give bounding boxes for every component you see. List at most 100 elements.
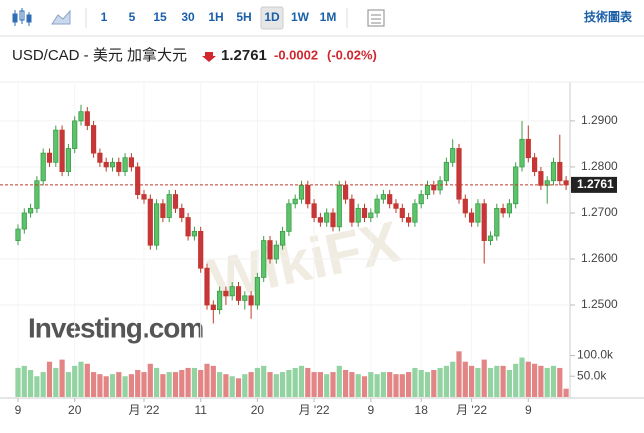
- candle-body: [456, 148, 462, 200]
- volume-bar: [563, 388, 569, 397]
- volume-bar: [557, 367, 563, 397]
- candle-body: [557, 161, 563, 182]
- candle-body: [387, 194, 393, 205]
- candle-body: [235, 286, 242, 301]
- candle-body: [355, 207, 361, 223]
- interval-button[interactable]: 1M: [320, 10, 337, 24]
- interval-button[interactable]: 5H: [236, 10, 251, 24]
- candle-body: [431, 184, 437, 191]
- volume-bar: [109, 374, 116, 397]
- volume-bar: [443, 365, 449, 397]
- volume-bar: [475, 367, 481, 397]
- candle-body: [298, 184, 305, 200]
- candle-body: [273, 244, 279, 260]
- interval-button[interactable]: 1W: [291, 10, 310, 24]
- interval-button[interactable]: 1: [101, 10, 108, 24]
- settings-icon[interactable]: [367, 9, 385, 27]
- interval-button[interactable]: 1D: [264, 10, 280, 24]
- x-tick-label: 月 '22: [129, 403, 160, 417]
- candle-body: [494, 207, 500, 237]
- volume-bar: [305, 367, 311, 397]
- volume-bar: [324, 374, 330, 397]
- volume-bar: [217, 372, 223, 397]
- volume-bar: [34, 376, 40, 397]
- candle-body: [374, 198, 380, 214]
- volume-bar: [317, 372, 323, 397]
- volume-bar: [311, 372, 317, 397]
- candle-body: [97, 152, 103, 163]
- candle-body: [204, 267, 210, 306]
- interval-button[interactable]: 15: [153, 10, 167, 24]
- volume-bar: [172, 372, 179, 397]
- volume-bar: [235, 378, 242, 397]
- x-tick-label: 11: [194, 403, 207, 417]
- volume-bar: [59, 359, 65, 397]
- candle-body: [317, 217, 324, 223]
- x-tick-label: 月 '22: [299, 403, 330, 417]
- technical-chart-link[interactable]: 技術圖表: [584, 9, 633, 24]
- volume-bar: [525, 361, 531, 397]
- volume-bar: [65, 372, 71, 397]
- candle-body: [248, 295, 254, 306]
- volume-bar: [298, 365, 305, 397]
- candle-body: [223, 290, 229, 297]
- candle-body: [210, 304, 216, 311]
- candle-body: [40, 152, 46, 182]
- area-icon[interactable]: [51, 9, 71, 25]
- volume-bar: [550, 365, 557, 397]
- price-change-pct: (-0.02%): [327, 47, 377, 62]
- volume-bar: [544, 367, 550, 397]
- volume-bar: [506, 370, 512, 397]
- volume-bar: [91, 372, 97, 397]
- volume-bar: [280, 372, 286, 397]
- volume-bar: [330, 372, 336, 397]
- volume-bar: [292, 367, 298, 397]
- y-tick-label: 1.2800: [581, 159, 618, 173]
- volume-bar: [254, 367, 260, 397]
- candle-body: [128, 157, 134, 168]
- candle-body: [84, 111, 90, 126]
- candle-body: [160, 203, 166, 218]
- volume-bar: [437, 367, 443, 397]
- candle-body: [500, 207, 506, 214]
- candle-body: [216, 290, 223, 311]
- interval-button[interactable]: 30: [181, 10, 195, 24]
- candle-body: [53, 129, 59, 163]
- candle-body: [103, 161, 109, 168]
- volume-bar: [494, 365, 500, 397]
- volume-bar: [78, 361, 84, 397]
- interval-button[interactable]: 1H: [208, 10, 223, 24]
- candle-body: [393, 203, 399, 209]
- volume-bar: [154, 367, 160, 397]
- volume-bar: [166, 372, 172, 397]
- volume-bar: [223, 374, 229, 397]
- candle-icon[interactable]: [12, 8, 32, 26]
- candle-body: [59, 129, 65, 172]
- volume-bar: [349, 372, 355, 397]
- candle-body: [46, 152, 53, 163]
- candle-body: [27, 207, 34, 214]
- candle-body: [525, 138, 531, 159]
- volume-bar: [456, 351, 462, 397]
- volume-bar: [21, 365, 27, 397]
- volume-bar: [122, 376, 128, 397]
- volume-bar: [229, 376, 235, 397]
- volume-bar: [336, 365, 342, 397]
- interval-button[interactable]: 5: [129, 10, 136, 24]
- volume-bar: [267, 372, 273, 397]
- candle-body: [475, 203, 481, 223]
- volume-bar: [204, 363, 210, 397]
- volume-bar: [462, 361, 468, 397]
- volume-bar: [424, 372, 431, 397]
- volume-bar: [128, 374, 134, 397]
- toolbar: [0, 0, 644, 36]
- volume-bar: [72, 365, 78, 397]
- volume-bar: [374, 374, 380, 397]
- x-tick-label: 18: [415, 403, 429, 417]
- volume-bar: [248, 372, 254, 397]
- volume-bar: [393, 374, 399, 397]
- candle-body: [292, 198, 298, 205]
- candle-body: [481, 203, 487, 241]
- candle-body: [147, 198, 153, 246]
- candle-body: [279, 230, 286, 246]
